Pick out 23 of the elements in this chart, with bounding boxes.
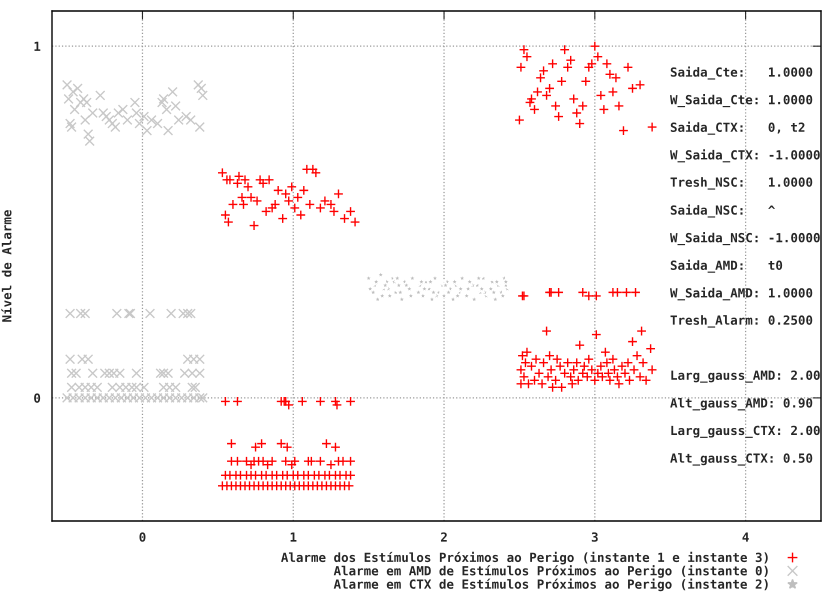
annotation: Larg_gauss_AMD: 2.00 xyxy=(671,370,820,383)
x-tick-label: 4 xyxy=(742,532,749,542)
annotation: Saida_NSC: ^ xyxy=(670,204,776,218)
x-tick-label: 3 xyxy=(592,532,598,542)
y-axis-title: Nível de Alarme xyxy=(1,210,12,322)
annotation: W_Saida_NSC: -1.0000 xyxy=(670,232,820,246)
annotation: W_Saida_Cte: 1.0000 xyxy=(670,94,812,108)
x-tick-label: 1 xyxy=(290,532,296,542)
annotation: Alt_gauss_AMD: 0.90 xyxy=(670,398,812,410)
annotation: W_Saida_CTX: -1.0000 xyxy=(670,149,820,162)
annotation: Larg_gauss_CTX: 2.00 xyxy=(671,426,820,438)
annotation: Saida_CTX: 0, t2 xyxy=(670,122,804,135)
legend-label: Alarme dos Estímulos Próximos ao Perigo (instante 1 e instante 3) xyxy=(281,552,768,564)
annotation: W_Saida_AMD: 1.0000 xyxy=(670,287,812,300)
annotation: Tresh_NSC: 1.0000 xyxy=(670,177,812,190)
legend-label: Alarme em AMD de Estímulos Próximos ao Perigo (instante 0) xyxy=(334,565,768,578)
annotation: Alt_gauss_CTX: 0.50 xyxy=(670,453,812,466)
annotation: Saida_AMD: t0 xyxy=(670,260,782,273)
annotation: Tresh_Alarm: 0.2500 xyxy=(670,315,812,328)
annotation: Saida_Cte: 1.0000 xyxy=(670,66,812,80)
x-tick-label: 0 xyxy=(139,532,146,542)
legend-label: Alarme em CTX de Estímulos Próximos ao Perigo (instante 2) xyxy=(334,578,768,592)
x-tick-label: 2 xyxy=(440,532,447,542)
